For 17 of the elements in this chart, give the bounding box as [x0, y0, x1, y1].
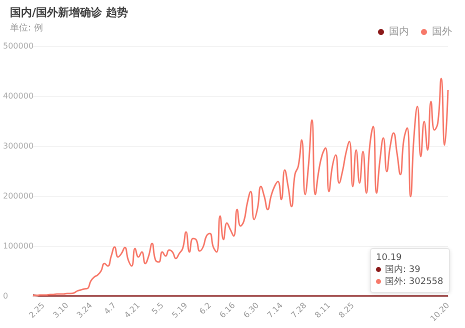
y-tick-label: 200000: [3, 192, 34, 200]
x-tick-label: 4.7: [102, 300, 118, 316]
y-tick-label: 300000: [3, 142, 34, 150]
line-series: [32, 78, 449, 296]
y-tick-label: 400000: [3, 92, 34, 100]
x-tick-label: 5.5: [150, 300, 166, 316]
annotation: 10.19: [376, 253, 402, 263]
annotation: 国外: 302558: [385, 277, 444, 287]
annotation: 国内: 39: [385, 265, 420, 275]
x-tick-label: 6.2: [198, 300, 214, 316]
y-tick-label: 100000: [3, 242, 34, 250]
chart-title: 国内/国外新增确诊 趋势: [10, 6, 128, 19]
y-tick-label: 500000: [3, 42, 34, 50]
legend-label: 国外: [432, 26, 452, 38]
chart-subtitle: 单位: 例: [10, 22, 43, 34]
legend-label: 国内: [389, 26, 409, 38]
y-tick-label: 0: [3, 292, 8, 300]
